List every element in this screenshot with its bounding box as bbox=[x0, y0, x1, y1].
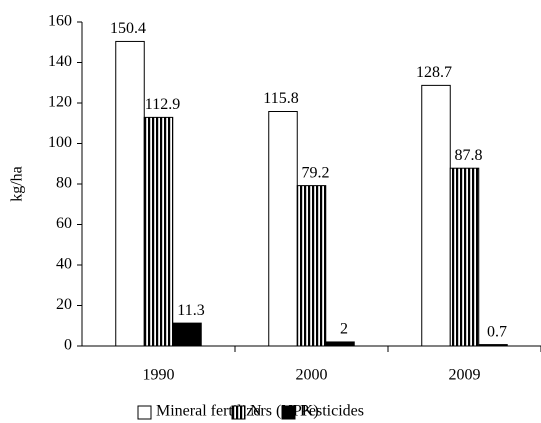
legend-label: N bbox=[250, 403, 262, 420]
value-label: 128.7 bbox=[416, 64, 452, 81]
value-label: 112.9 bbox=[145, 96, 180, 113]
y-tick-label: 20 bbox=[56, 296, 72, 313]
legend-swatch bbox=[137, 405, 152, 420]
bar bbox=[296, 185, 327, 347]
y-tick-label: 100 bbox=[48, 134, 72, 151]
bar bbox=[143, 116, 174, 347]
bar bbox=[172, 322, 202, 347]
value-label: 87.8 bbox=[455, 147, 483, 164]
y-axis-label: kg/ha bbox=[9, 166, 26, 202]
value-label: 2 bbox=[340, 321, 348, 338]
legend-label: Pesticides bbox=[300, 403, 364, 420]
x-tick-label: 2009 bbox=[449, 367, 481, 384]
value-label: 11.3 bbox=[177, 302, 204, 319]
y-tick-label: 140 bbox=[48, 53, 72, 70]
bar bbox=[421, 84, 451, 347]
x-tick-label: 2000 bbox=[296, 367, 328, 384]
bar bbox=[449, 167, 480, 347]
value-label: 150.4 bbox=[110, 20, 146, 37]
y-tick-label: 80 bbox=[56, 175, 72, 192]
bar bbox=[268, 111, 298, 347]
value-label: 0.7 bbox=[487, 323, 507, 340]
y-tick-label: 120 bbox=[48, 94, 72, 111]
y-tick-label: 160 bbox=[48, 13, 72, 30]
x-tick-label: 1990 bbox=[143, 367, 175, 384]
legend-swatch bbox=[231, 405, 246, 420]
legend-swatch bbox=[281, 405, 296, 420]
y-tick-label: 0 bbox=[64, 337, 72, 354]
value-label: 115.8 bbox=[263, 90, 298, 107]
bar bbox=[325, 341, 355, 347]
bar bbox=[115, 40, 145, 347]
value-label: 79.2 bbox=[302, 164, 330, 181]
bar bbox=[478, 344, 508, 347]
y-tick-label: 40 bbox=[56, 256, 72, 273]
y-tick-label: 60 bbox=[56, 215, 72, 232]
